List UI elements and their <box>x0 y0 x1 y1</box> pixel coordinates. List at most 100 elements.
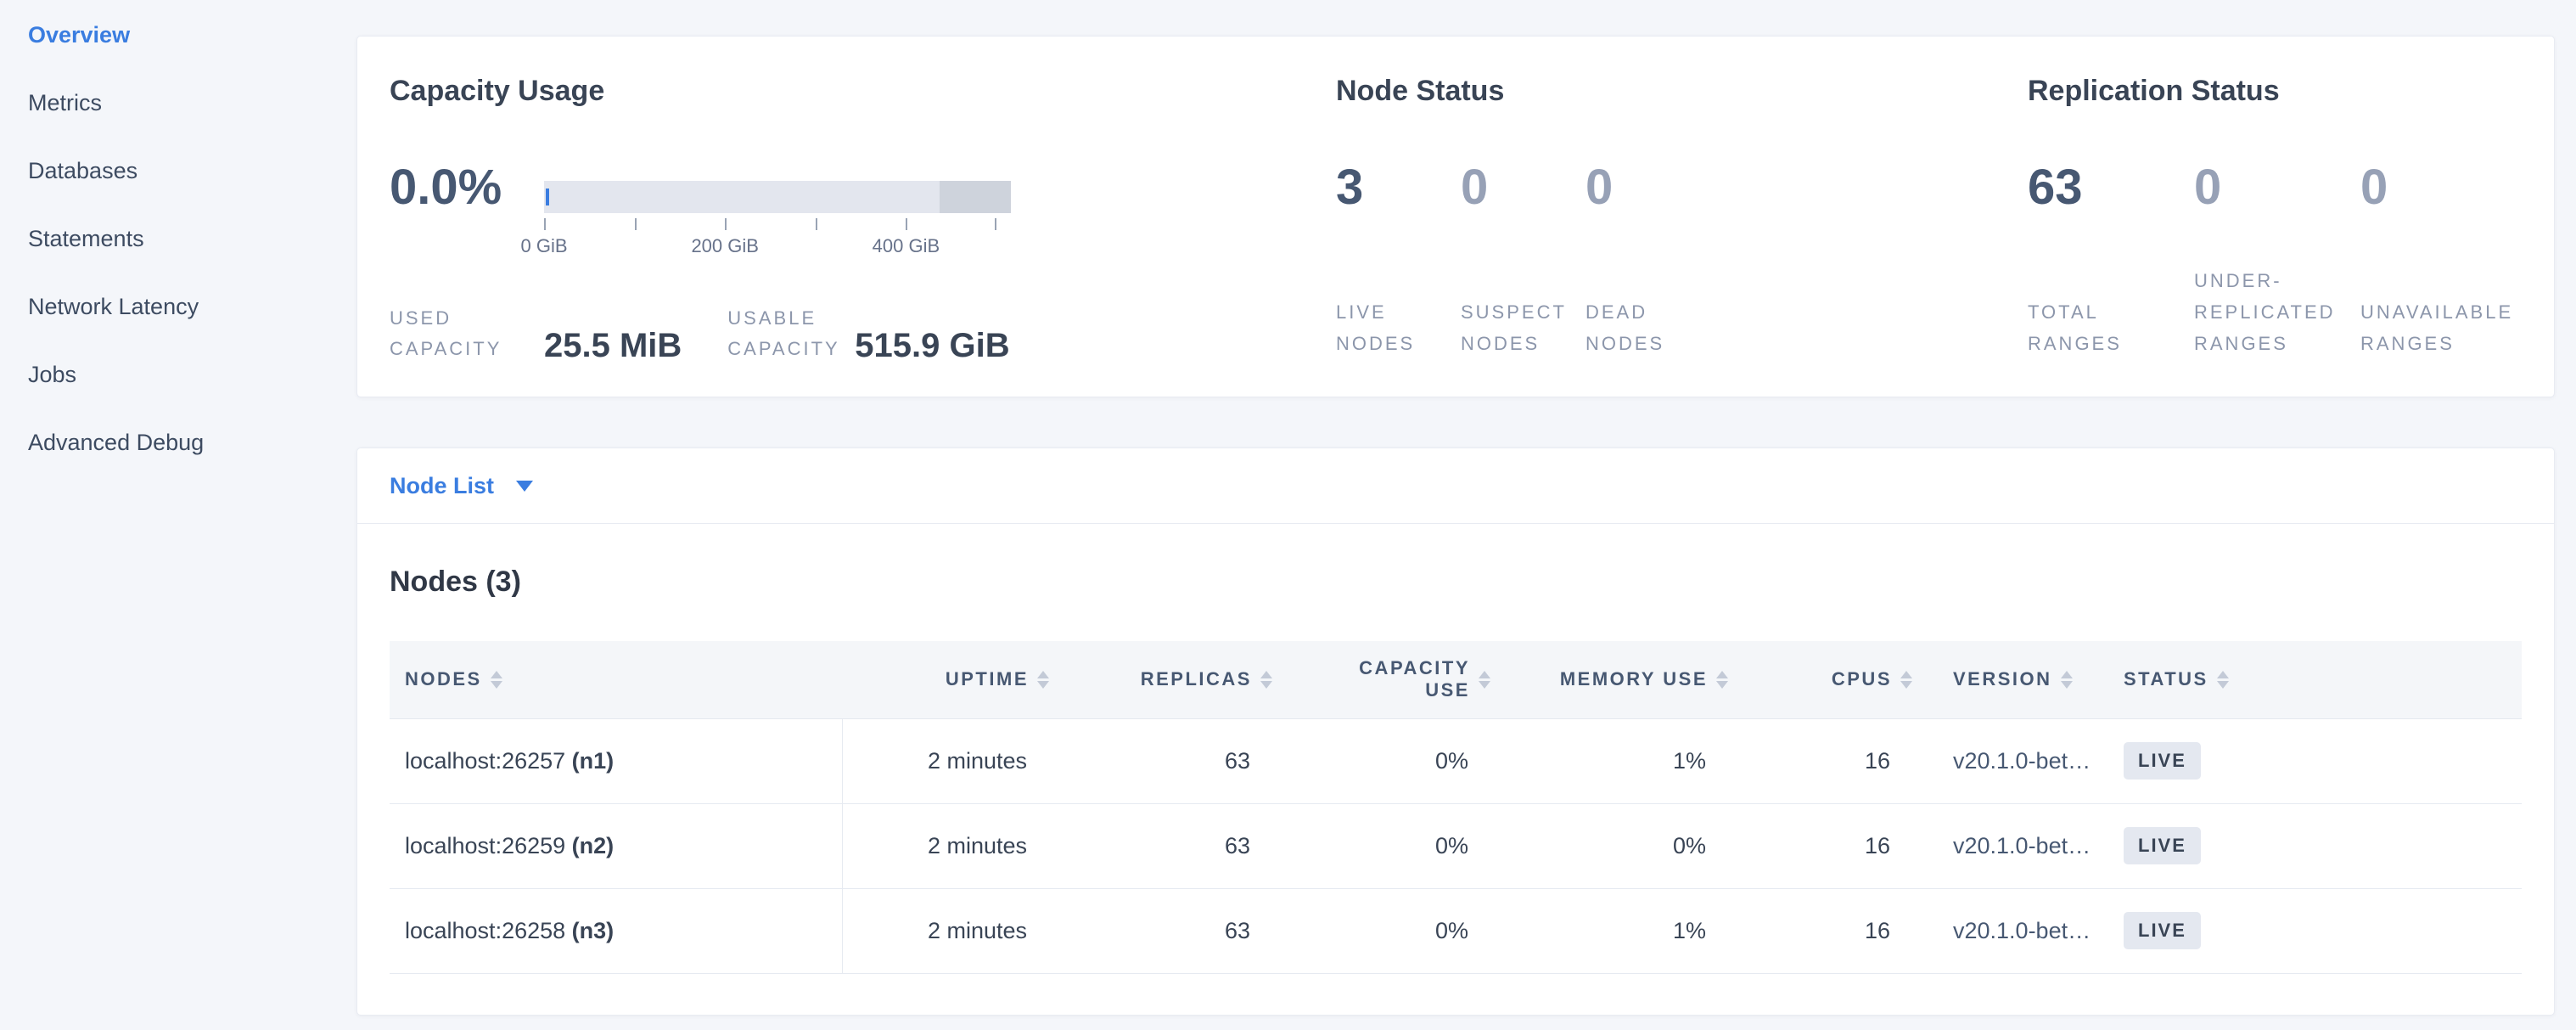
memory-use-cell: 1% <box>1494 888 1731 974</box>
node-row-n3: localhost:26258 (n3) 2 minutes 63 0% 1% … <box>390 888 2522 974</box>
capacity-axis-ticks <box>544 218 996 232</box>
cpus-cell: 16 <box>1731 718 1916 804</box>
suspect-nodes-value: 0 <box>1461 160 1489 215</box>
node-list-card: Node List Nodes (3) NODES <box>356 447 2555 1016</box>
total-ranges-value: 63 <box>2028 160 2083 215</box>
dead-nodes-stat: 0 DEAD NODES <box>1585 160 1710 359</box>
node-list-toolbar: Node List <box>357 448 2554 524</box>
axis-label-200gib: 200 GiB <box>691 235 759 256</box>
version-cell: v20.1.0-bet… <box>1916 888 2111 974</box>
nodes-heading: Nodes (3) <box>390 566 521 598</box>
column-header-status[interactable]: STATUS <box>2111 641 2522 719</box>
column-label-replicas: REPLICAS <box>1140 668 1252 690</box>
node-status-section: Node Status 3 LIVE NODES 0 SUSPECT NODES… <box>1336 74 2028 397</box>
sort-icon <box>1037 670 1049 689</box>
capacity-use-cell: 0% <box>1276 803 1494 889</box>
total-ranges-stat: 63 TOTAL RANGES <box>2028 160 2194 359</box>
axis-label-0gib: 0 GiB <box>520 235 568 256</box>
node-status-title: Node Status <box>1336 75 1505 107</box>
chevron-down-icon <box>516 480 534 492</box>
sidebar-item-advanced-debug[interactable]: Advanced Debug <box>28 430 205 455</box>
used-capacity-label: USED CAPACITY <box>390 307 502 359</box>
column-header-replicas[interactable]: REPLICAS <box>1052 641 1276 719</box>
column-label-nodes: NODES <box>405 668 482 690</box>
capacity-bar-reserved-segment <box>939 181 1011 213</box>
sort-icon <box>1260 670 1272 689</box>
memory-use-cell: 0% <box>1494 803 1731 889</box>
sort-icon <box>1716 670 1728 689</box>
under-replicated-ranges-stat: 0 UNDER-REPLICATED RANGES <box>2194 160 2360 359</box>
memory-use-cell: 1% <box>1494 718 1731 804</box>
nodes-table-section: Nodes (3) NODES <box>357 565 2554 974</box>
capacity-use-cell: 0% <box>1276 718 1494 804</box>
capacity-usage-title: Capacity Usage <box>390 75 605 107</box>
total-ranges-label: TOTAL RANGES <box>2028 301 2122 354</box>
sort-icon <box>2216 670 2229 689</box>
column-label-cpus: CPUS <box>1831 668 1892 690</box>
sidebar-item-network-latency[interactable]: Network Latency <box>28 294 199 319</box>
sidebar-item-jobs[interactable]: Jobs <box>28 362 77 387</box>
column-label-version: VERSION <box>1953 668 2052 690</box>
replication-status-title: Replication Status <box>2028 75 2280 107</box>
uptime-cell: 2 minutes <box>842 803 1052 889</box>
column-header-capacity-use[interactable]: CAPACITY USE <box>1276 641 1494 719</box>
capacity-gauge: 0 GiB 200 GiB 400 GiB <box>520 160 1011 261</box>
status-badge: LIVE <box>2124 742 2201 780</box>
replicas-cell: 63 <box>1052 718 1276 804</box>
dead-nodes-value: 0 <box>1585 160 1614 215</box>
replication-status-section: Replication Status 63 TOTAL RANGES 0 UND… <box>2028 74 2554 397</box>
capacity-axis-labels: 0 GiB 200 GiB 400 GiB <box>520 235 996 261</box>
sort-icon <box>1900 670 1912 689</box>
under-replicated-ranges-value: 0 <box>2194 160 2222 215</box>
column-header-nodes[interactable]: NODES <box>390 641 842 719</box>
used-capacity-value: 25.5 MiB <box>544 327 682 364</box>
status-badge: LIVE <box>2124 912 2201 949</box>
column-header-uptime[interactable]: UPTIME <box>842 641 1052 719</box>
sidebar-item-overview[interactable]: Overview <box>28 22 131 48</box>
sort-icon <box>490 670 502 689</box>
under-replicated-ranges-label: UNDER-REPLICATED RANGES <box>2194 270 2336 354</box>
sidebar-item-statements[interactable]: Statements <box>28 226 144 251</box>
uptime-cell: 2 minutes <box>842 718 1052 804</box>
suspect-nodes-label: SUSPECT NODES <box>1461 301 1567 354</box>
capacity-use-cell: 0% <box>1276 888 1494 974</box>
capacity-usage-section: Capacity Usage 0.0% <box>390 74 1336 397</box>
main-content: Capacity Usage 0.0% <box>356 36 2555 1016</box>
capacity-bar <box>544 181 1011 213</box>
live-nodes-value: 3 <box>1336 160 1364 215</box>
column-label-status: STATUS <box>2124 668 2208 690</box>
unavailable-ranges-stat: 0 UNAVAILABLE RANGES <box>2360 160 2527 359</box>
version-cell: v20.1.0-bet… <box>1916 803 2111 889</box>
dead-nodes-label: DEAD NODES <box>1585 301 1665 354</box>
node-row-n2: localhost:26259 (n2) 2 minutes 63 0% 0% … <box>390 803 2522 889</box>
sidebar-item-metrics[interactable]: Metrics <box>28 90 102 115</box>
capacity-bar-used-marker <box>546 189 549 205</box>
version-cell: v20.1.0-bet… <box>1916 718 2111 804</box>
sort-icon <box>2060 670 2073 689</box>
cpus-cell: 16 <box>1731 888 1916 974</box>
status-badge: LIVE <box>2124 827 2201 864</box>
unavailable-ranges-value: 0 <box>2360 160 2388 215</box>
node-address-link[interactable]: localhost:26258 (n3) <box>405 917 615 943</box>
node-address-link[interactable]: localhost:26259 (n2) <box>405 832 615 858</box>
replicas-cell: 63 <box>1052 888 1276 974</box>
column-header-version[interactable]: VERSION <box>1916 641 2111 719</box>
cluster-summary-card: Capacity Usage 0.0% <box>356 36 2555 397</box>
node-list-dropdown[interactable]: Node List <box>390 472 534 499</box>
nodes-table: NODES UPTIME <box>390 641 2522 974</box>
column-header-memory-use[interactable]: MEMORY USE <box>1494 641 1731 719</box>
node-address-link[interactable]: localhost:26257 (n1) <box>405 747 615 774</box>
node-row-n1: localhost:26257 (n1) 2 minutes 63 0% 1% … <box>390 718 2522 804</box>
live-nodes-label: LIVE NODES <box>1336 301 1416 354</box>
sidebar-item-databases[interactable]: Databases <box>28 158 138 183</box>
replicas-cell: 63 <box>1052 803 1276 889</box>
usable-capacity-label: USABLE CAPACITY <box>727 307 840 359</box>
column-header-cpus[interactable]: CPUS <box>1731 641 1916 719</box>
suspect-nodes-stat: 0 SUSPECT NODES <box>1461 160 1585 359</box>
node-list-dropdown-label: Node List <box>390 472 495 498</box>
column-label-uptime: UPTIME <box>945 668 1029 690</box>
column-label-capacity-use: CAPACITY USE <box>1359 657 1470 701</box>
live-nodes-stat: 3 LIVE NODES <box>1336 160 1461 359</box>
uptime-cell: 2 minutes <box>842 888 1052 974</box>
